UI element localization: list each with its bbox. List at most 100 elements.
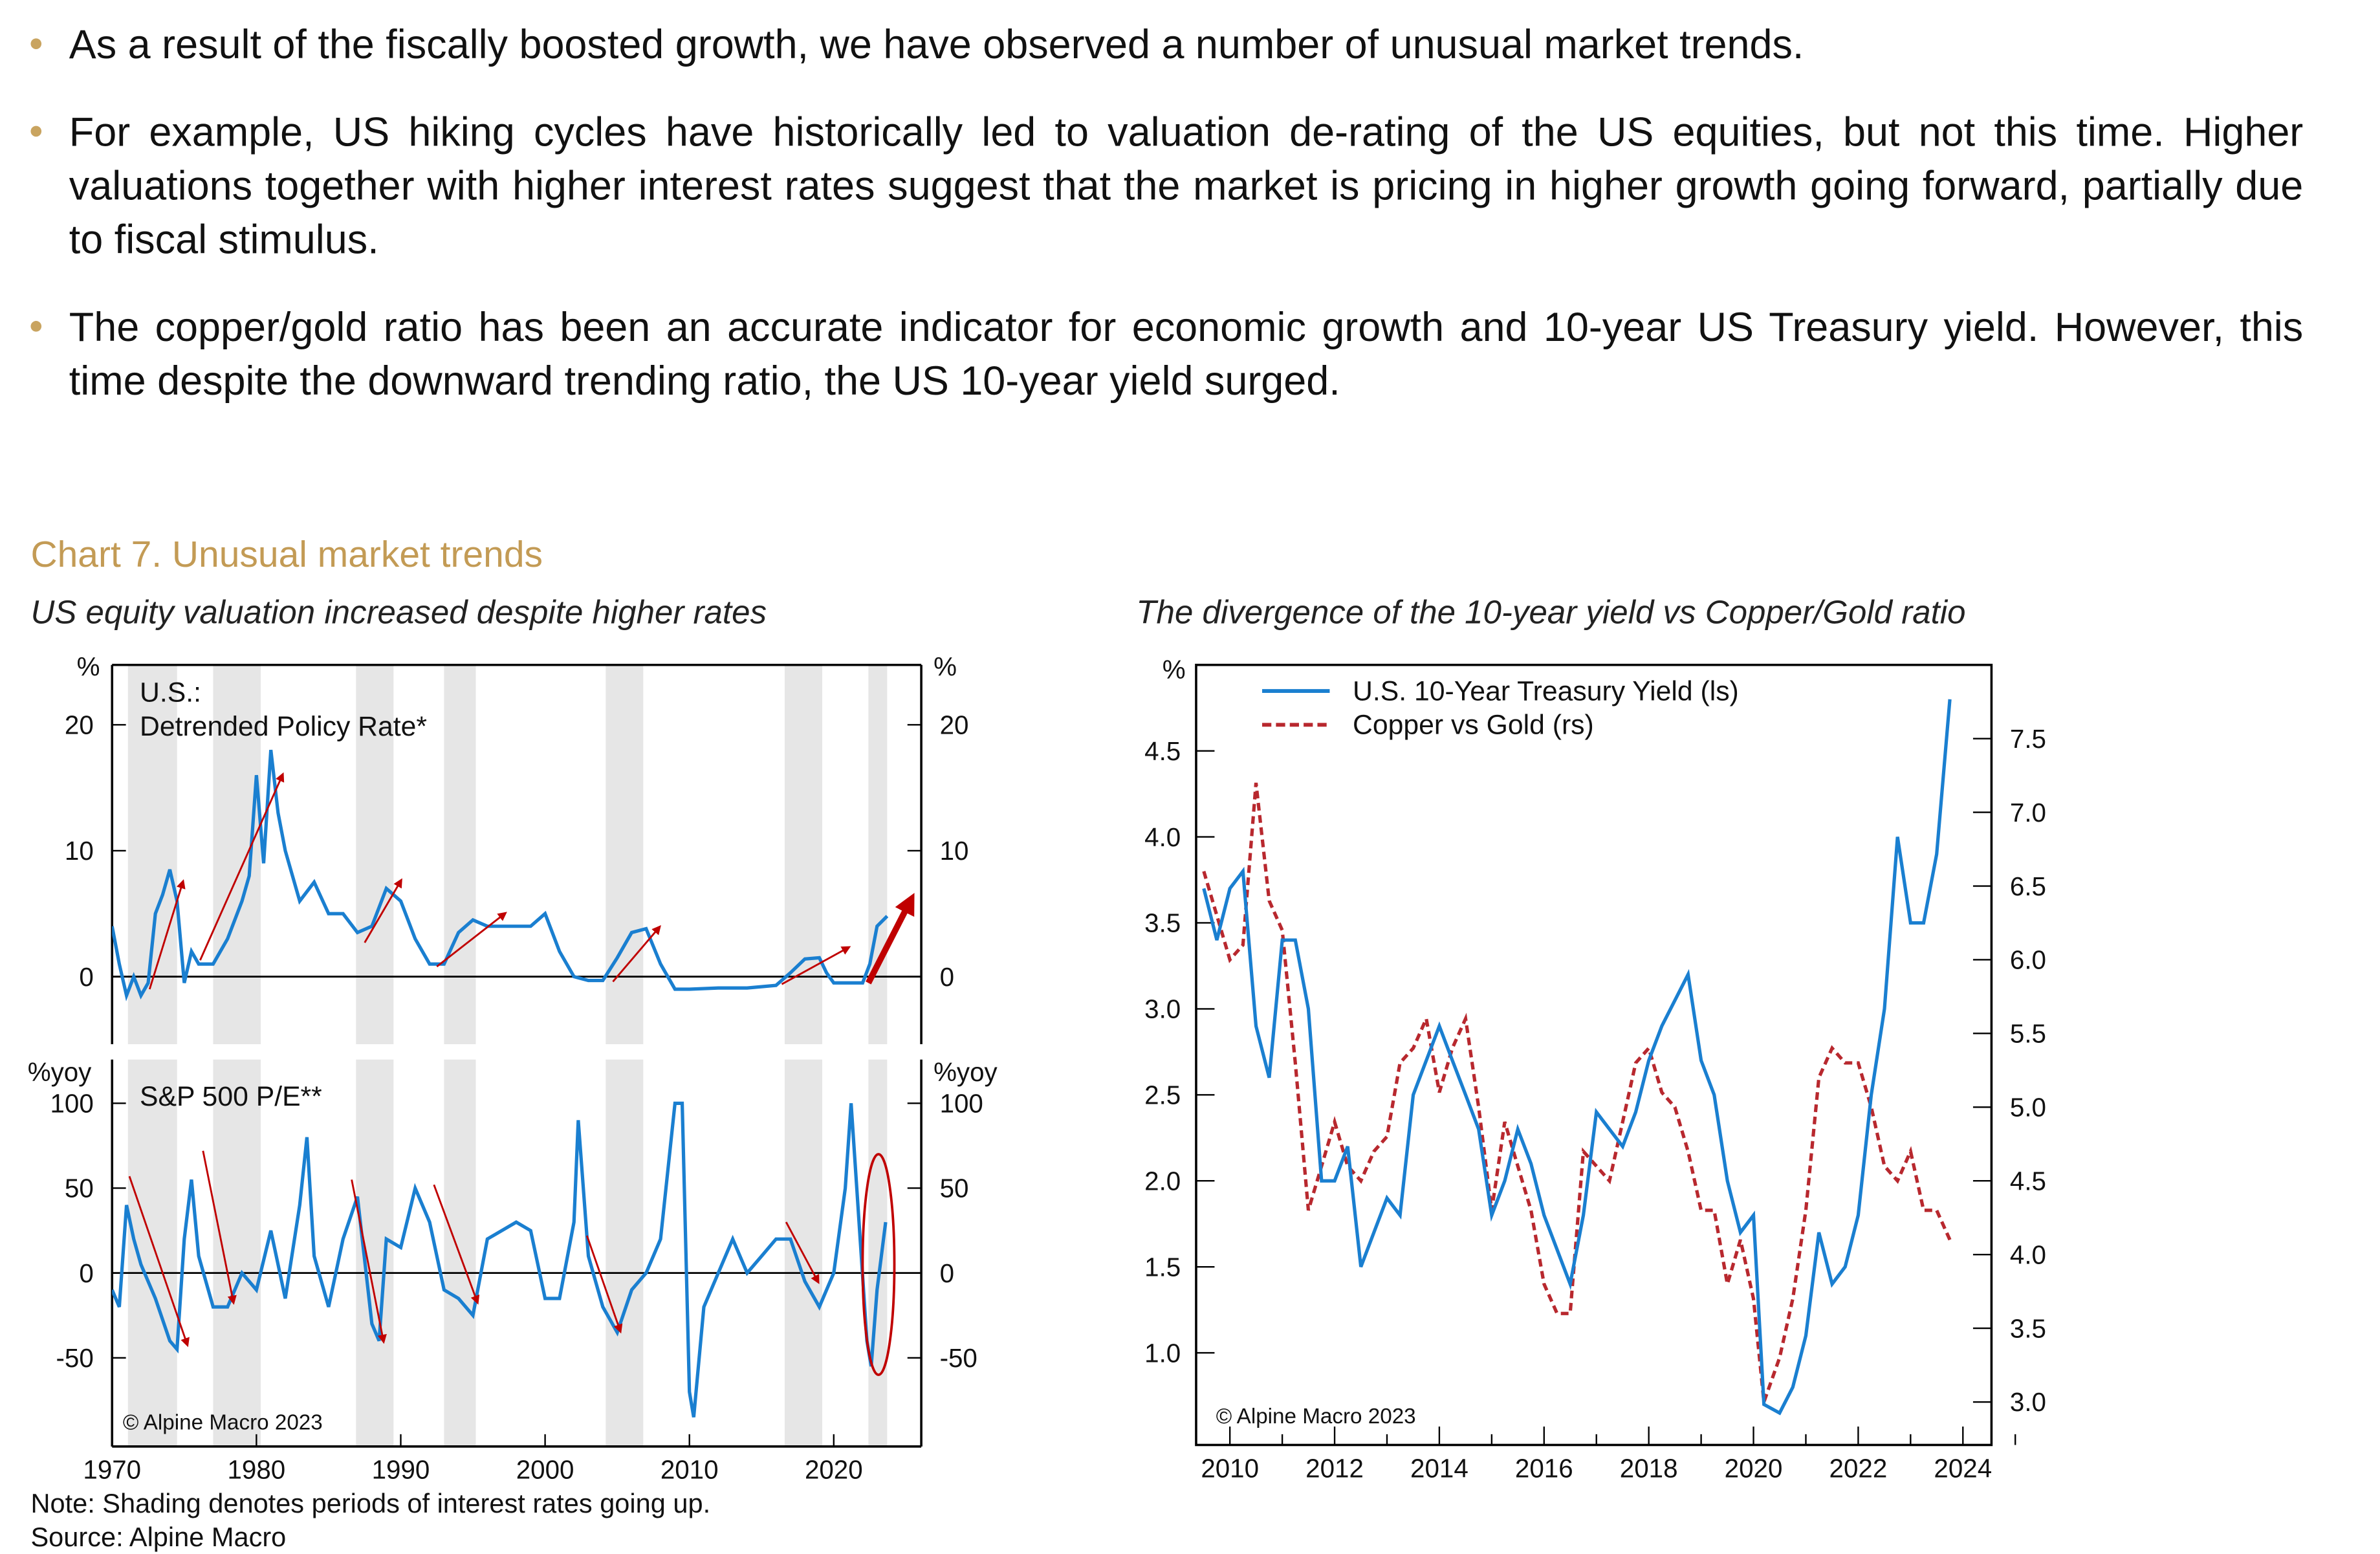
left-y-tick-label: 20: [65, 710, 94, 740]
right-y-tick-label: 100: [940, 1089, 983, 1119]
treasury-yield-line: [1202, 699, 1952, 1416]
left-y-tick-label: -50: [56, 1343, 93, 1373]
trend-arrow: [128, 1176, 190, 1348]
trend-arrow: [866, 893, 915, 985]
left-y-tick-label: 0: [79, 962, 93, 992]
left-y-tick-label: 4.0: [1144, 822, 1181, 852]
trend-arrow: [781, 946, 851, 985]
rate-hike-shading: [784, 664, 822, 1044]
source-text: Source: Alpine Macro: [30, 1522, 287, 1553]
sp500-pe-line: [112, 1101, 888, 1417]
trend-arrow: [364, 878, 402, 943]
left-unit-label: %yoy: [28, 1057, 92, 1087]
x-tick-label: 1980: [228, 1455, 286, 1485]
right-y-tick-label: 3.0: [2010, 1387, 2046, 1417]
right-unit-label: %: [933, 651, 957, 681]
left-y-tick-label: 50: [65, 1174, 94, 1203]
x-tick-label: 2010: [661, 1455, 719, 1485]
left-unit-label: %: [1163, 655, 1186, 684]
left-chart-subtitle: US equity valuation increased despite hi…: [30, 594, 767, 631]
right-y-tick-label: 20: [940, 710, 969, 740]
right-y-tick-label: 0: [940, 1258, 954, 1288]
trend-arrow: [199, 772, 285, 961]
x-tick-label: 2010: [1201, 1453, 1259, 1483]
panel-label: U.S.:: [140, 677, 201, 708]
left-y-tick-label: 100: [50, 1089, 93, 1119]
trend-arrow: [202, 1150, 237, 1305]
left-y-tick-label: 4.5: [1144, 736, 1181, 766]
left-y-tick-label: 2.5: [1144, 1080, 1181, 1110]
x-tick-label: 2022: [1829, 1453, 1888, 1483]
rate-hike-shading: [213, 1059, 261, 1447]
bullet-dot-icon: [30, 38, 42, 49]
legend-label: U.S. 10-Year Treasury Yield (ls): [1353, 675, 1739, 706]
panel-label: S&P 500 P/E**: [140, 1081, 322, 1112]
right-y-tick-label: 3.5: [2010, 1313, 2046, 1343]
right-y-tick-label: 10: [940, 836, 969, 866]
rate-hike-shading: [606, 1059, 644, 1447]
copper-gold-line: [1202, 782, 1952, 1403]
left-y-tick-label: 0: [79, 1258, 93, 1288]
trend-arrow: [433, 1184, 480, 1305]
x-tick-label: 1990: [372, 1455, 430, 1485]
rate-hike-shading: [606, 664, 644, 1044]
trend-arrow: [785, 1221, 820, 1284]
right-y-tick-label: -50: [940, 1343, 977, 1373]
left-unit-label: %: [77, 651, 100, 681]
trend-arrow: [351, 1179, 387, 1344]
rate-hike-shading: [868, 1059, 888, 1447]
bullet-text: For example, US hiking cycles have histo…: [69, 109, 2304, 263]
rate-hike-shading: [356, 664, 394, 1044]
bullet-3: The copper/gold ratio has been an accura…: [30, 301, 2303, 408]
bullet-1: As a result of the fiscally boosted grow…: [30, 18, 2303, 72]
policy-rate-line: [112, 749, 889, 1001]
right-y-tick-label: 0: [940, 962, 954, 992]
panel-label: Detrended Policy Rate*: [140, 711, 427, 742]
left-y-tick-label: 3.5: [1144, 908, 1181, 938]
right-y-tick-label: 7.0: [2010, 798, 2046, 827]
right-y-tick-label: 7.5: [2010, 724, 2046, 754]
bullet-text: As a result of the fiscally boosted grow…: [69, 21, 1804, 68]
chart-note: Note: Shading denotes periods of interes…: [30, 1487, 710, 1554]
left-y-tick-label: 1.5: [1144, 1252, 1181, 1282]
right-y-tick-label: 5.0: [2010, 1093, 2046, 1122]
right-chart-subtitle: The divergence of the 10-year yield vs C…: [1136, 594, 1966, 631]
x-tick-label: 2020: [805, 1455, 863, 1485]
trend-arrow: [436, 912, 507, 968]
left-y-tick-label: 10: [65, 836, 94, 866]
rate-hike-shading: [868, 664, 888, 1044]
x-tick-label: 2024: [1934, 1453, 1992, 1483]
right-unit-label: %yoy: [933, 1057, 998, 1087]
right-y-tick-label: 4.0: [2010, 1240, 2046, 1269]
right-y-tick-label: 50: [940, 1174, 969, 1203]
left-y-tick-label: 2.0: [1144, 1166, 1181, 1196]
trend-arrow: [585, 1235, 623, 1334]
left-y-tick-label: 1.0: [1144, 1338, 1181, 1368]
right-y-tick-label: 6.5: [2010, 871, 2046, 901]
copyright-label: © Alpine Macro 2023: [1216, 1405, 1416, 1428]
rate-hike-shading: [127, 1059, 177, 1447]
trend-arrow: [148, 879, 186, 990]
bullet-dot-icon: [30, 126, 42, 137]
rate-hike-shading: [213, 664, 261, 1044]
x-tick-label: 2014: [1410, 1453, 1468, 1483]
right-y-tick-label: 4.5: [2010, 1166, 2046, 1196]
bullet-2: For example, US hiking cycles have histo…: [30, 106, 2303, 267]
x-tick-label: 2000: [516, 1455, 574, 1485]
bullet-text: The copper/gold ratio has been an accura…: [69, 303, 2304, 404]
right-y-tick-label: 5.5: [2010, 1019, 2046, 1049]
left-y-tick-label: 3.0: [1144, 994, 1181, 1024]
note-text: Note: Shading denotes periods of interes…: [30, 1487, 711, 1519]
copyright-label: © Alpine Macro 2023: [123, 1411, 323, 1435]
x-tick-label: 1970: [83, 1455, 141, 1485]
rate-hike-shading: [444, 664, 476, 1044]
rate-hike-shading: [356, 1059, 394, 1447]
trend-arrow: [612, 925, 661, 983]
right-chart-frame: [1195, 663, 1993, 1447]
bullet-dot-icon: [30, 321, 42, 332]
highlight-ellipse: [861, 1153, 896, 1376]
right-y-tick-label: 6.0: [2010, 945, 2046, 975]
legend-label: Copper vs Gold (rs): [1353, 710, 1594, 741]
